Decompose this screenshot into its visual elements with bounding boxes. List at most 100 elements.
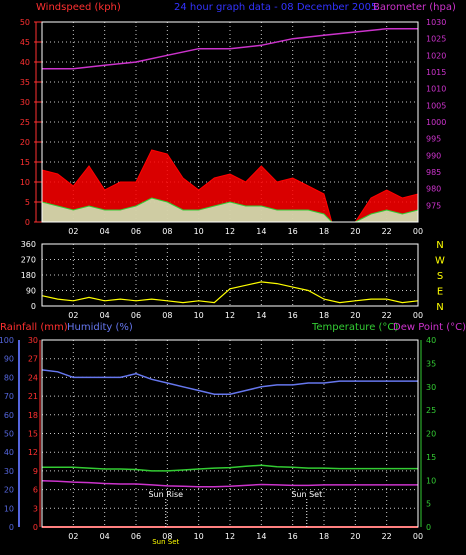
rain-axis-tick: 15 xyxy=(28,430,38,439)
x-tick-label: 12 xyxy=(225,532,235,541)
humidity-axis-tick: 60 xyxy=(4,411,14,420)
x-tick-label: 12 xyxy=(225,311,235,320)
x-tick-label: 12 xyxy=(225,227,235,236)
barometer-axis-tick: 1030 xyxy=(426,18,446,27)
x-tick-label: 18 xyxy=(319,227,329,236)
x-tick-label: 02 xyxy=(68,227,78,236)
x-tick-label: 04 xyxy=(100,532,110,541)
x-tick-label: 10 xyxy=(194,311,204,320)
x-tick-label: 10 xyxy=(194,227,204,236)
x-tick-label: 08 xyxy=(162,532,172,541)
temperature-axis-tick: 15 xyxy=(426,453,436,462)
barometer-axis-tick: 1015 xyxy=(426,68,446,77)
wind-axis-tick: 15 xyxy=(20,158,30,167)
temperature-axis-tick: 10 xyxy=(426,476,436,485)
barometer-axis-tick: 1000 xyxy=(426,118,446,127)
x-tick-label: 04 xyxy=(100,311,110,320)
x-tick-label: 18 xyxy=(319,532,329,541)
temperature-axis-tick: 40 xyxy=(426,336,436,345)
legend-dewpoint: Dew Point (°C) xyxy=(393,322,466,333)
windspeed-panel: 0510152025303540455097598098599099510001… xyxy=(20,18,447,236)
compass-label: E xyxy=(437,287,443,298)
x-tick-label: 00 xyxy=(413,227,423,236)
x-tick-label: 18 xyxy=(319,311,329,320)
temperature-axis-tick: 25 xyxy=(426,406,436,415)
x-tick-label: 06 xyxy=(131,227,141,236)
legend-barometer: Barometer (hpa) xyxy=(373,2,456,13)
wind-axis-tick: 45 xyxy=(20,38,30,47)
x-tick-label: 00 xyxy=(413,311,423,320)
direction-series xyxy=(41,281,419,304)
graph-title: 24 hour graph data - 08 December 2005 xyxy=(174,2,377,13)
x-tick-label: 16 xyxy=(288,532,298,541)
rain-axis-tick: 21 xyxy=(28,392,38,401)
rain-axis-tick: 12 xyxy=(28,448,38,457)
x-tick-label: 00 xyxy=(413,532,423,541)
humidity-axis-tick: 30 xyxy=(4,467,14,476)
x-tick-label: 22 xyxy=(382,311,392,320)
plot-frame xyxy=(41,339,419,528)
compass-label: N xyxy=(436,240,443,251)
humidity-axis-tick: 90 xyxy=(4,355,14,364)
x-tick-label: 20 xyxy=(350,311,360,320)
barometer-axis-tick: 1020 xyxy=(426,51,446,60)
x-tick-label: 02 xyxy=(68,532,78,541)
temperature-series xyxy=(42,464,418,472)
compass-label: S xyxy=(437,271,443,282)
temperature-axis-tick: 0 xyxy=(426,523,431,532)
barometer-axis-tick: 990 xyxy=(426,151,441,160)
barometer-axis-tick: 1010 xyxy=(426,85,446,94)
plot-frame xyxy=(41,21,419,223)
humidity-axis-tick: 10 xyxy=(4,504,14,513)
x-tick-label: 20 xyxy=(350,227,360,236)
wind-axis-tick: 0 xyxy=(25,218,30,227)
barometer-axis-tick: 985 xyxy=(426,168,441,177)
compass-label: N xyxy=(436,302,443,313)
humidity-axis-tick: 70 xyxy=(4,392,14,401)
x-tick-label: 22 xyxy=(382,227,392,236)
rain-axis-tick: 0 xyxy=(33,523,38,532)
compass-label: W xyxy=(435,256,445,267)
x-tick-label: 02 xyxy=(68,311,78,320)
wind-axis-tick: 40 xyxy=(20,58,30,67)
temperature-axis-tick: 35 xyxy=(426,359,436,368)
barometer-axis-tick: 975 xyxy=(426,201,441,210)
dewpoint-series xyxy=(41,479,418,488)
legend-rainfall: Rainfall (mm) xyxy=(0,322,68,333)
sun-marker-label: Sun Set xyxy=(291,490,322,499)
gust-series xyxy=(41,149,419,223)
rain-axis-tick: 27 xyxy=(28,355,38,364)
legend-windspeed: Windspeed (kph) xyxy=(36,2,121,13)
rain-axis-tick: 9 xyxy=(33,467,38,476)
x-tick-label: 16 xyxy=(288,311,298,320)
direction-axis-tick: 90 xyxy=(26,287,36,296)
average-wind-series xyxy=(41,197,419,223)
direction-axis-tick: 270 xyxy=(21,256,36,265)
humidity-axis-tick: 20 xyxy=(4,486,14,495)
x-tick-label: 08 xyxy=(162,227,172,236)
x-tick-label: 08 xyxy=(162,311,172,320)
temperature-axis-tick: 20 xyxy=(426,430,436,439)
legend-humidity: Humidity (%) xyxy=(67,322,133,333)
direction-axis-tick: 0 xyxy=(31,302,36,311)
humidity-axis-tick: 100 xyxy=(0,336,14,345)
humidity-axis-tick: 0 xyxy=(9,523,14,532)
temperature-axis-tick: 5 xyxy=(426,500,431,509)
x-tick-label: 04 xyxy=(100,227,110,236)
rain-axis-tick: 30 xyxy=(28,336,38,345)
x-tick-label: 06 xyxy=(131,532,141,541)
x-tick-label: 14 xyxy=(256,311,266,320)
humidity-series xyxy=(41,369,418,395)
plot-frame xyxy=(41,243,419,307)
barometer-axis-tick: 995 xyxy=(426,135,441,144)
temperature-axis-tick: 30 xyxy=(426,383,436,392)
wind-axis-tick: 30 xyxy=(20,98,30,107)
humidity-axis-tick: 50 xyxy=(4,430,14,439)
legend-temperature: Temperature (°C) xyxy=(311,322,398,333)
barometer-axis-tick: 980 xyxy=(426,185,441,194)
humidity-axis-tick: 40 xyxy=(4,448,14,457)
barometer-axis-tick: 1025 xyxy=(426,35,446,44)
